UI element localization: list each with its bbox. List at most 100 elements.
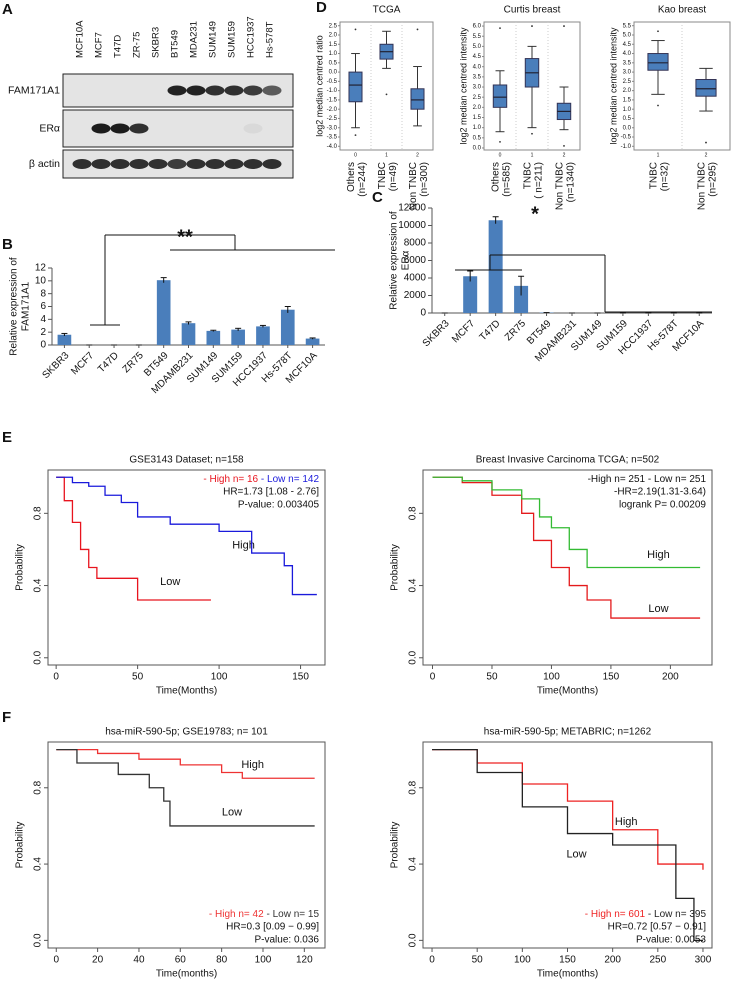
y-tick-label: 1.0 bbox=[329, 51, 338, 57]
blot-row-label: β actin bbox=[29, 158, 60, 170]
blot-row-label: ERα bbox=[39, 122, 60, 134]
y-tick-label: 0.4 bbox=[408, 578, 419, 592]
legend-entry: -High n= 251 bbox=[588, 474, 646, 485]
blot-band bbox=[186, 85, 206, 96]
curve-label: High bbox=[232, 540, 255, 552]
x-axis-label: Time(months) bbox=[156, 969, 217, 980]
y-tick-label: 0.0 bbox=[33, 650, 44, 664]
category-label: Others bbox=[491, 162, 502, 192]
y-tick-label: 0.8 bbox=[408, 780, 419, 794]
x-tick-label: 60 bbox=[175, 955, 187, 966]
y-tick-label: 10000 bbox=[398, 220, 426, 231]
bar bbox=[488, 220, 503, 313]
y-tick-label: -3.5 bbox=[327, 135, 338, 141]
plot-frame bbox=[47, 469, 326, 666]
blot-band bbox=[110, 159, 130, 169]
y-tick-label: 0.0 bbox=[408, 650, 419, 664]
y-tick-label: 1.5 bbox=[623, 97, 632, 103]
outlier bbox=[563, 145, 565, 147]
bar bbox=[156, 280, 171, 345]
index-label: 0 bbox=[354, 152, 357, 158]
y-tick-label: 1.0 bbox=[473, 125, 482, 131]
outlier bbox=[499, 27, 501, 29]
category-n-label: ( n=211) bbox=[534, 162, 545, 199]
y-tick-label: 4.0 bbox=[623, 51, 632, 57]
blot-band bbox=[205, 159, 225, 169]
y-tick-label: 5.0 bbox=[623, 33, 632, 39]
lane-label: SKBR3 bbox=[151, 27, 162, 58]
x-tick-label: 50 bbox=[132, 672, 144, 683]
y-tick-label: 0.4 bbox=[33, 578, 44, 592]
y-tick-label: 0.5 bbox=[473, 135, 482, 141]
survival-curve bbox=[56, 748, 315, 827]
plot-frame bbox=[47, 741, 326, 949]
chart-title: Breast Invasive Carcinoma TCGA; n=502 bbox=[476, 455, 660, 466]
outlier bbox=[385, 93, 388, 96]
y-axis-label: Probability bbox=[390, 822, 401, 869]
x-tick-label: 150 bbox=[559, 955, 576, 966]
y-tick-label: 5.5 bbox=[623, 23, 632, 29]
category-n-label: (n=585) bbox=[502, 162, 513, 197]
plot-frame bbox=[483, 21, 581, 151]
y-tick-label: 3.0 bbox=[473, 85, 482, 91]
plot-frame bbox=[422, 469, 713, 666]
lane-label: MCF7 bbox=[94, 32, 105, 58]
blot-band bbox=[167, 159, 187, 169]
panel-label: E bbox=[2, 429, 12, 446]
category-label: TNBC bbox=[377, 162, 388, 189]
annotation: logrank P= 0.00209 bbox=[619, 500, 706, 511]
y-tick-label: 10 bbox=[35, 275, 47, 286]
blot-band bbox=[72, 159, 92, 169]
y-tick-label: 0.5 bbox=[329, 60, 338, 66]
y-tick-label: 1.5 bbox=[473, 115, 482, 121]
chart-title: hsa-miR-590-5p; METABRIC; n=1262 bbox=[484, 727, 652, 738]
significance-label: ** bbox=[177, 226, 193, 248]
y-tick-label: 2.5 bbox=[329, 23, 338, 29]
y-tick-label: 0.5 bbox=[623, 116, 632, 122]
y-tick-label: 6 bbox=[40, 301, 46, 312]
blot-band bbox=[129, 159, 149, 169]
lane-label: SUM159 bbox=[227, 21, 238, 58]
survival-curve bbox=[432, 476, 701, 619]
y-tick-label: 3.5 bbox=[623, 60, 632, 66]
y-tick-label: 4 bbox=[40, 314, 46, 325]
annotation: HR=0.3 [0.09 − 0.99] bbox=[226, 922, 319, 933]
index-label: 1 bbox=[531, 152, 534, 158]
x-tick-label: 0 bbox=[430, 672, 436, 683]
y-tick-label: 2.0 bbox=[329, 33, 338, 39]
box bbox=[647, 53, 669, 71]
lane-label: BT549 bbox=[170, 30, 181, 58]
x-tick-label: 100 bbox=[543, 672, 560, 683]
legend-entry: - High n= 601 bbox=[585, 909, 646, 920]
y-tick-label: -0.5 bbox=[621, 135, 632, 141]
lane-label: HCC1937 bbox=[246, 16, 257, 58]
x-tick-label: 50 bbox=[486, 672, 498, 683]
y-axis-label: Probability bbox=[390, 544, 401, 591]
y-tick-label: -2.0 bbox=[327, 107, 338, 113]
y-tick-label: 0.8 bbox=[33, 780, 44, 794]
legend: - High n= 42 - Low n= 15 bbox=[209, 909, 320, 920]
annotation: P-value: 0.0053 bbox=[636, 935, 706, 946]
y-tick-label: 1.5 bbox=[329, 42, 338, 48]
y-tick-label: 2.5 bbox=[473, 95, 482, 101]
legend-entry: - High n= 16 bbox=[203, 474, 258, 485]
y-tick-label: 4.0 bbox=[473, 64, 482, 70]
blot-band bbox=[167, 85, 187, 96]
legend-entry: - High n= 42 bbox=[209, 909, 264, 920]
x-tick-label: 0 bbox=[53, 955, 59, 966]
y-tick-label: 2.0 bbox=[473, 105, 482, 111]
y-tick-label: 2000 bbox=[404, 290, 427, 301]
outlier bbox=[354, 134, 357, 137]
category-label: TNBC bbox=[649, 162, 660, 189]
bar bbox=[280, 309, 295, 345]
blot-band bbox=[224, 85, 244, 96]
y-tick-label: 12 bbox=[35, 263, 47, 274]
survival-curve bbox=[56, 476, 211, 601]
survival-curve bbox=[432, 476, 701, 569]
blot-band bbox=[186, 159, 206, 169]
y-tick-label: 0 bbox=[420, 308, 426, 319]
category-label: Non TNBC bbox=[408, 162, 419, 210]
curve-label: High bbox=[647, 549, 670, 561]
x-tick-label: 100 bbox=[255, 955, 272, 966]
y-tick-label: 5.5 bbox=[473, 34, 482, 40]
